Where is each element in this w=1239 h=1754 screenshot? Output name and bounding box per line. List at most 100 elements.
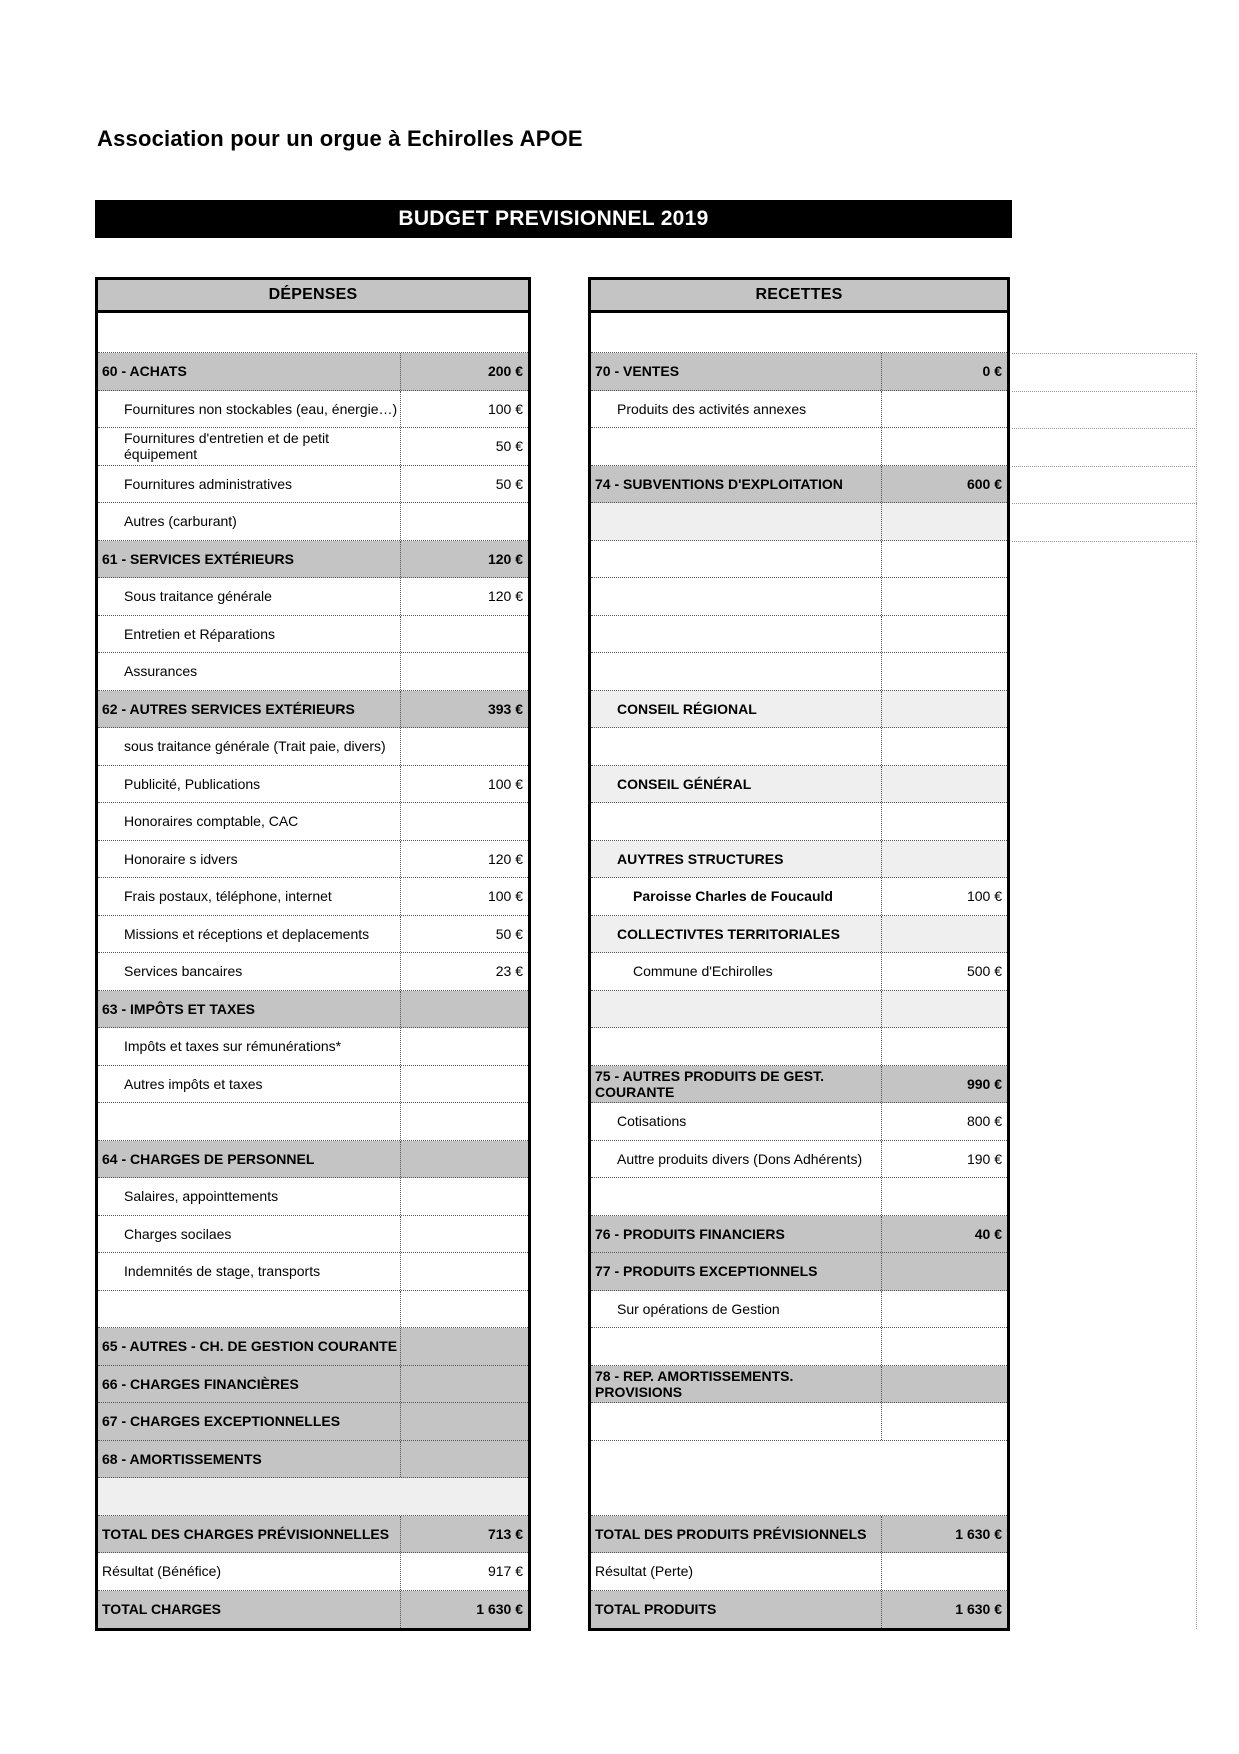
row-label [591, 541, 881, 578]
empty-row [591, 615, 1007, 653]
row-label: 76 - PRODUITS FINANCIERS [595, 1225, 785, 1242]
row-label: Charges socilaes [124, 1225, 232, 1242]
row-value: 100 € [400, 765, 528, 802]
empty-row [98, 1478, 528, 1516]
spreadsheet-grid-artifact-horizontal [1012, 503, 1197, 504]
section-row: 60 - ACHATS 200 € [98, 353, 528, 391]
item-row: Paroisse Charles de Foucauld 100 € [591, 878, 1007, 916]
empty-row [591, 990, 1007, 1028]
row-label: Sur opérations de Gestion [617, 1300, 780, 1317]
row-value [400, 728, 528, 765]
row-label: 65 - AUTRES - CH. DE GESTION COURANTE [102, 1338, 398, 1355]
row-value [881, 503, 1007, 540]
row-label: TOTAL DES CHARGES PRÉVISIONNELLES [102, 1525, 390, 1542]
row-value [881, 390, 1007, 427]
row-value [400, 1478, 528, 1515]
row-value: 1 630 € [400, 1590, 528, 1628]
item-row: sous traitance générale (Trait paie, div… [98, 728, 528, 766]
row-label: 78 - REP. AMORTISSEMENTS. PROVISIONS [595, 1367, 794, 1400]
row-label [591, 1441, 881, 1479]
row-value: 713 € [400, 1515, 528, 1552]
subsection-row: CONSEIL RÉGIONAL [591, 690, 1007, 728]
section-row: 65 - AUTRES - CH. DE GESTION COURANTE [98, 1328, 528, 1366]
spreadsheet-grid-artifact-horizontal [1012, 353, 1197, 354]
row-value: 100 € [400, 878, 528, 915]
row-label: Résultat (Perte) [595, 1563, 694, 1580]
row-label: 64 - CHARGES DE PERSONNEL [102, 1150, 315, 1167]
row-value [400, 1140, 528, 1177]
item-row: Services bancaires 23 € [98, 953, 528, 991]
row-value: 190 € [881, 1140, 1007, 1177]
empty-row [591, 540, 1007, 578]
row-label: Fournitures administratives [124, 475, 293, 492]
item-row: Auttre produits divers (Dons Adhérents) 1… [591, 1140, 1007, 1178]
row-value [881, 653, 1007, 690]
empty-row [591, 1403, 1007, 1441]
item-row: Indemnités de stage, transports [98, 1253, 528, 1291]
item-row: Honoraire s idvers 120 € [98, 840, 528, 878]
section-row: 74 - SUBVENTIONS D'EXPLOITATION 600 € [591, 465, 1007, 503]
row-label: Honoraires comptable, CAC [124, 813, 299, 830]
row-value [881, 578, 1007, 615]
row-label: Paroisse Charles de Foucauld [633, 888, 833, 905]
row-label: 67 - CHARGES EXCEPTIONNELLES [102, 1413, 341, 1430]
item-row: Sur opérations de Gestion [591, 1290, 1007, 1328]
section-row: 77 - PRODUITS EXCEPTIONNELS [591, 1253, 1007, 1291]
section-row: 78 - REP. AMORTISSEMENTS. PROVISIONS [591, 1365, 1007, 1403]
row-label: 63 - IMPÔTS ET TAXES [102, 1000, 255, 1017]
item-row: Missions et réceptions et deplacements 50… [98, 915, 528, 953]
row-label: Autres impôts et taxes [124, 1075, 263, 1092]
row-label: Fournitures non stockables (eau, énergie… [124, 400, 398, 417]
row-label: Honoraire s idvers [124, 850, 238, 867]
row-value [881, 615, 1007, 652]
item-row: Fournitures administratives 50 € [98, 465, 528, 503]
item-row: Fournitures non stockables (eau, énergie… [98, 390, 528, 428]
total-row: TOTAL PRODUITS 1 630 € [591, 1590, 1007, 1628]
row-label: 60 - ACHATS [102, 363, 187, 380]
row-label: Assurances [124, 663, 198, 680]
row-label: 62 - AUTRES SERVICES EXTÉRIEURS [102, 700, 355, 717]
item-row: Commune d'Echirolles 500 € [591, 953, 1007, 991]
item-row: Charges socilaes [98, 1215, 528, 1253]
row-label [591, 653, 881, 690]
row-value [881, 1403, 1007, 1440]
row-value [400, 1440, 528, 1477]
row-value: 800 € [881, 1103, 1007, 1140]
document-title: Association pour un orgue à Echirolles A… [97, 126, 583, 151]
item-row: Résultat (Perte) [591, 1553, 1007, 1591]
row-value: 500 € [881, 953, 1007, 990]
empty-row [591, 1440, 1007, 1479]
spreadsheet-grid-artifact-horizontal [1012, 465, 1197, 467]
row-value: 100 € [881, 878, 1007, 915]
row-label: Autres (carburant) [124, 513, 237, 530]
row-value [881, 1441, 1007, 1479]
item-row: Assurances [98, 653, 528, 691]
row-label [591, 991, 881, 1028]
row-value: 1 630 € [881, 1590, 1007, 1628]
row-value: 120 € [400, 578, 528, 615]
empty-row [591, 1178, 1007, 1216]
row-label: AUYTRES STRUCTURES [617, 850, 784, 867]
row-label: Cotisations [617, 1113, 687, 1130]
spreadsheet-grid-artifact-vertical [1196, 353, 1197, 1629]
row-value [400, 1290, 528, 1327]
empty-row [591, 1478, 1007, 1516]
row-value: 50 € [400, 915, 528, 952]
row-value [881, 990, 1007, 1027]
row-label: CONSEIL RÉGIONAL [617, 700, 757, 717]
row-value [881, 428, 1007, 465]
row-label: 75 - AUTRES PRODUITS DE GEST. COURANTE [595, 1067, 824, 1100]
section-row: 63 - IMPÔTS ET TAXES [98, 990, 528, 1028]
recettes-blank-row [591, 313, 1007, 353]
empty-row [98, 1290, 528, 1328]
section-row: 67 - CHARGES EXCEPTIONNELLES [98, 1403, 528, 1441]
section-row: 70 - VENTES 0 € [591, 353, 1007, 391]
empty-row [591, 653, 1007, 691]
row-label [591, 578, 881, 615]
row-value: 393 € [400, 690, 528, 727]
item-row: Cotisations 800 € [591, 1103, 1007, 1141]
empty-row [591, 803, 1007, 841]
row-label: Frais postaux, téléphone, internet [124, 888, 332, 905]
row-value [881, 803, 1007, 840]
row-value: 120 € [400, 840, 528, 877]
